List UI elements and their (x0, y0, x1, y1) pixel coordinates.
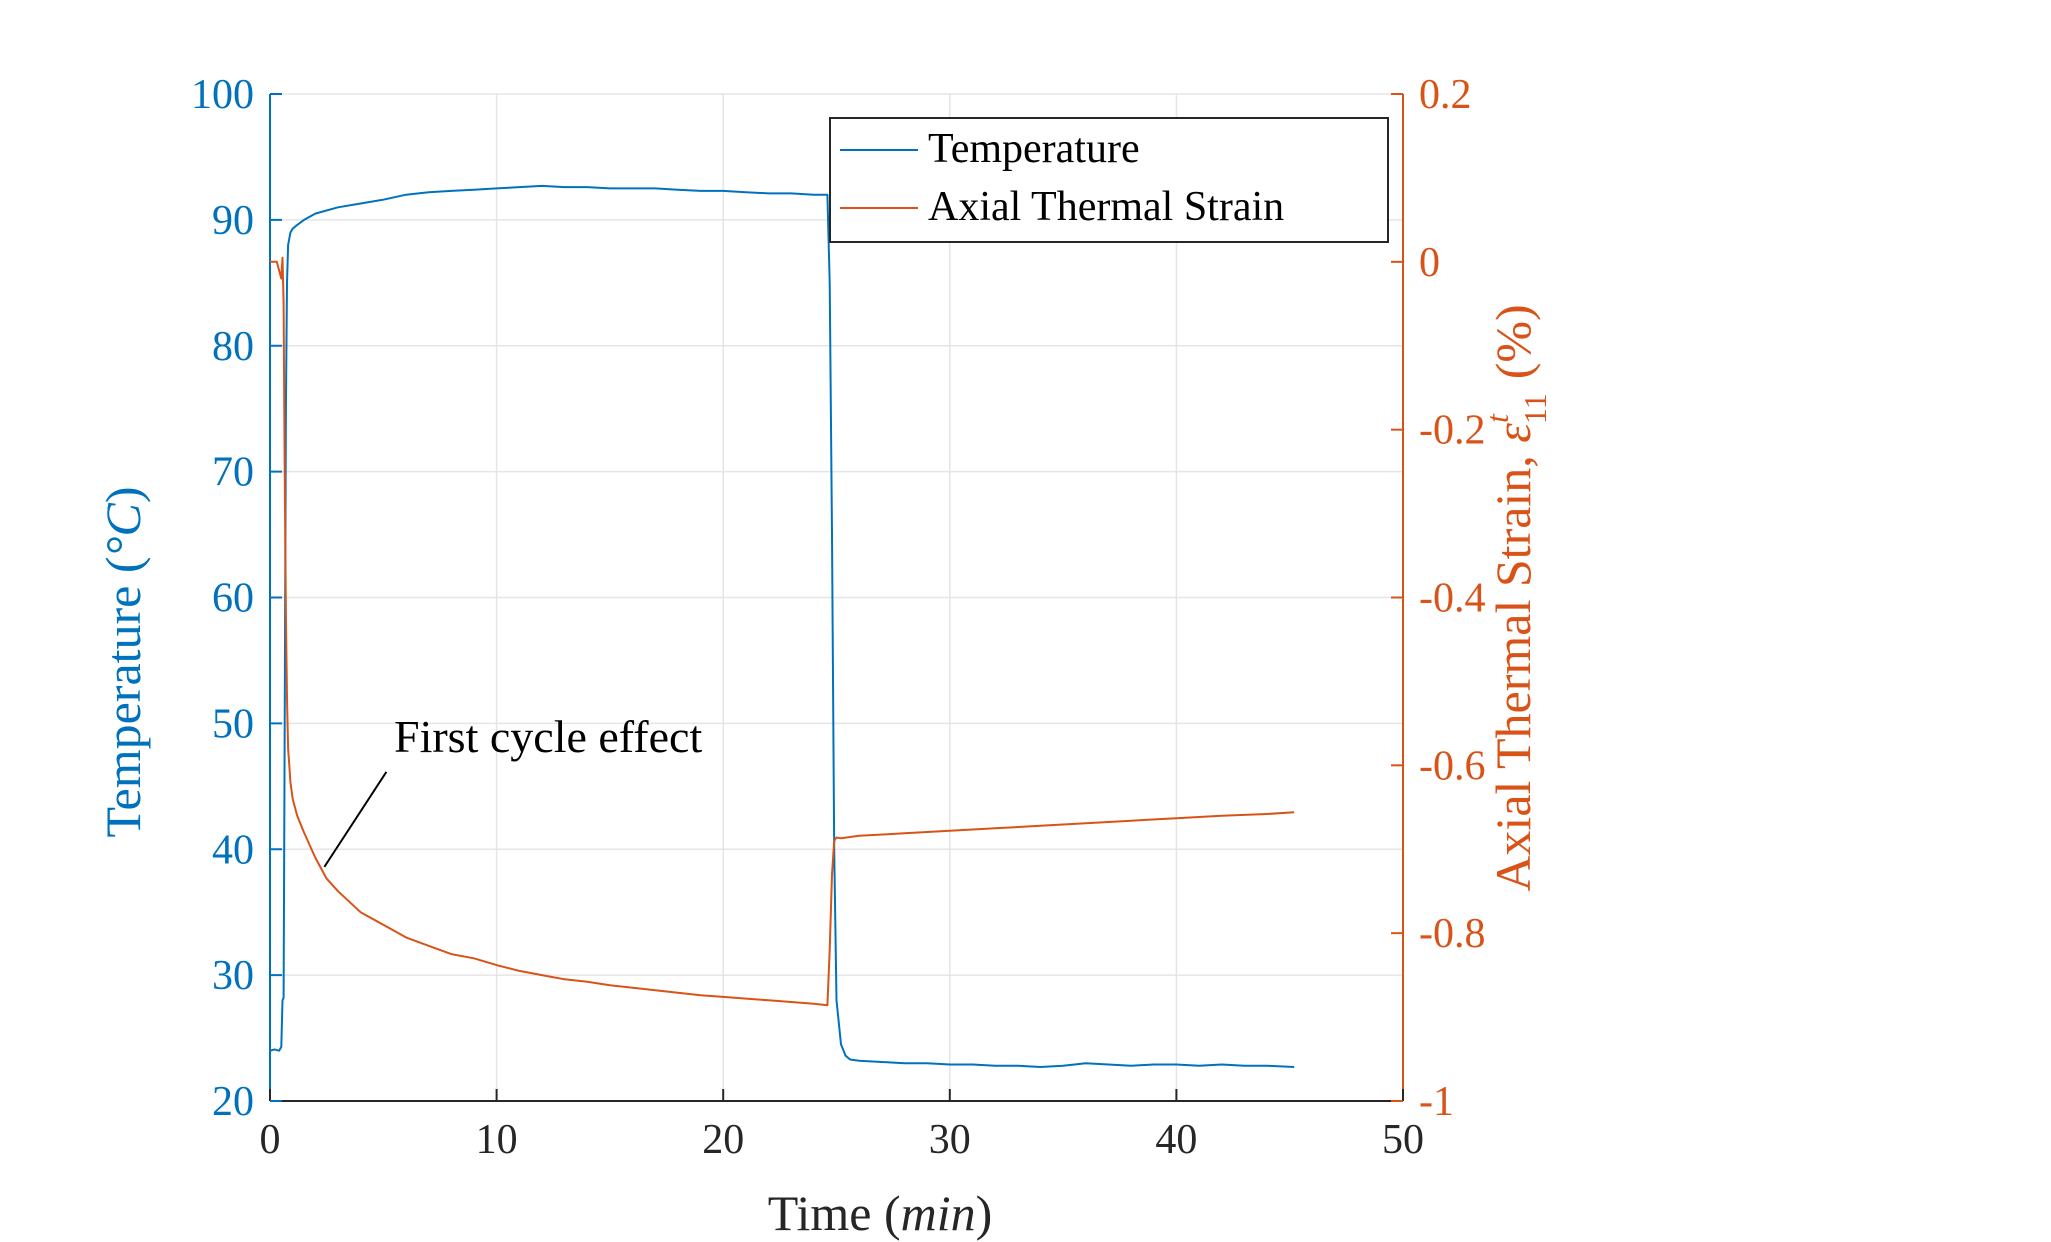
y-right-axis-label: Axial Thermal Strain, εt11 (%) (1479, 304, 1553, 891)
strain-line (270, 256, 1295, 1007)
legend-label-temperature: Temperature (928, 126, 1140, 172)
y-left-tick-label: 100 (191, 72, 254, 118)
ticks: 0 10 20 30 40 50 20 30 40 50 60 70 80 90 100 -1 -0.8 -0.6… (191, 72, 1486, 1163)
y-right-tick-label: 0 (1419, 240, 1440, 286)
y-left-axis-unit: °C (95, 502, 151, 556)
y-left-tick-label: 60 (212, 576, 254, 622)
x-axis-label: Time (min) (768, 1185, 993, 1241)
y-right-tick-label: -0.4 (1419, 576, 1486, 622)
y-right-axis-symbol: ε (1485, 423, 1541, 443)
legend-box (829, 117, 1389, 243)
annotation-text: First cycle effect (394, 711, 702, 762)
y-left-tick-label: 50 (212, 701, 254, 747)
x-tick-label: 10 (476, 1117, 518, 1163)
series (269, 184, 1295, 1068)
y-left-tick-label: 80 (212, 324, 254, 370)
y-right-tick-label: -1 (1419, 1079, 1454, 1125)
y-right-axis-sub: 11 (1517, 393, 1553, 424)
y-left-tick-label: 70 (212, 450, 254, 496)
annotation-leader-line (323, 771, 388, 868)
x-tick-label: 20 (702, 1117, 744, 1163)
legend: Temperature Axial Thermal Strain (829, 117, 1389, 243)
x-axis-label-text: Time (768, 1185, 872, 1241)
y-right-tick-label: 0.2 (1419, 72, 1472, 118)
y-right-axis-unit: (%) (1485, 304, 1541, 379)
x-axis-unit: min (901, 1185, 976, 1241)
y-right-tick-label: -0.6 (1419, 743, 1486, 789)
x-tick-label: 40 (1155, 1117, 1197, 1163)
y-left-axis-label: Temperature (°C) (95, 486, 151, 837)
x-tick-label: 50 (1382, 1117, 1424, 1163)
y-right-axis-sup: t (1479, 413, 1515, 423)
y-right-tick-label: -0.8 (1419, 911, 1486, 957)
y-right-tick-label: -0.2 (1419, 408, 1486, 454)
legend-label-strain: Axial Thermal Strain (928, 184, 1284, 230)
y-left-tick-label: 20 (212, 1079, 254, 1125)
y-left-tick-label: 40 (212, 827, 254, 873)
y-left-axis-label-text: Temperature (95, 586, 151, 838)
x-tick-label: 30 (929, 1117, 971, 1163)
y-left-tick-label: 30 (212, 953, 254, 999)
y-right-axis-label-text: Axial Thermal Strain, (1485, 443, 1541, 892)
temperature-line (269, 184, 1295, 1068)
annotation: First cycle effect (323, 711, 702, 868)
y-left-tick-label: 90 (212, 198, 254, 244)
x-tick-label: 0 (260, 1117, 281, 1163)
